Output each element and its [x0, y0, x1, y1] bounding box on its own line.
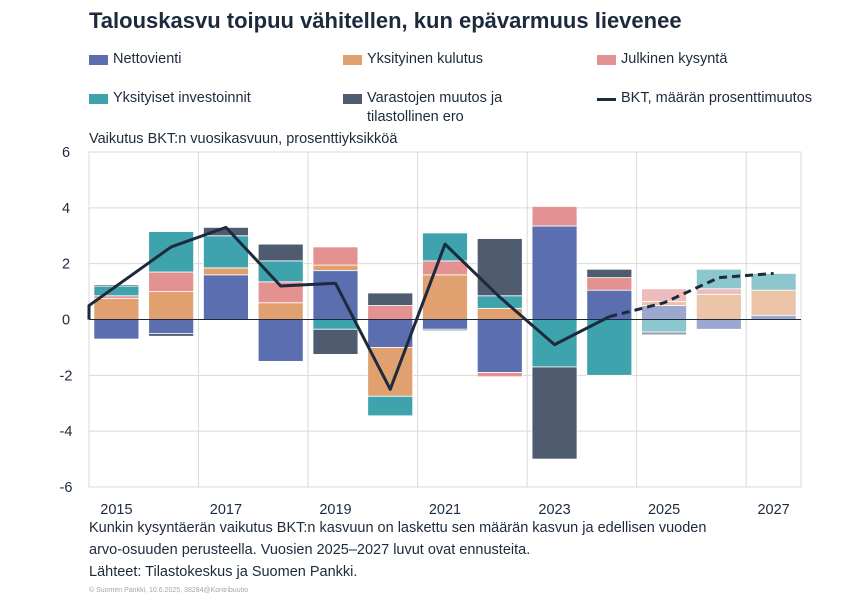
y-tick-label: -6 — [60, 480, 73, 496]
bar-yksityinen-kulutus-2017 — [203, 267, 249, 276]
bar-varastojen-muutos-ja-tilastollinen-ero-2025 — [641, 331, 687, 336]
y-tick-label: -2 — [60, 368, 73, 384]
legend-swatch-varastojen-muutos — [343, 94, 362, 104]
bar-yksityinen-kulutus-2027 — [750, 289, 797, 316]
bar-nettovienti-2018 — [257, 319, 304, 362]
x-tick-label: 2023 — [538, 502, 570, 518]
x-tick-label: 2027 — [757, 502, 789, 518]
bar-yksityiset-investoinnit-2018 — [257, 260, 304, 283]
legend-swatch-julkinen-kysynta — [597, 55, 616, 65]
bar-varastojen-muutos-ja-tilastollinen-ero-2016 — [148, 333, 195, 337]
bar-julkinen-kysynt-2025 — [641, 288, 687, 302]
legend-label-bkt: BKT, määrän prosenttimuutos — [621, 90, 813, 106]
bar-yksityiset-investoinnit-2026 — [695, 268, 742, 290]
bar-julkinen-kysynt-2026 — [695, 288, 742, 295]
footer-sources: Lähteet: Tilastokeskus ja Suomen Pankki. — [89, 564, 358, 580]
legend-label-julkinen-kysynta: Julkinen kysyntä — [621, 51, 728, 67]
legend-swatch-yksityiset-investoinnit — [89, 94, 108, 104]
bar-yksityinen-kulutus-2026 — [695, 293, 742, 320]
bar-yksityiset-investoinnit-2027 — [750, 273, 797, 291]
bar-varastojen-muutos-ja-tilastollinen-ero-2023 — [531, 366, 578, 460]
x-tick-label: 2025 — [648, 502, 680, 518]
x-tick-label: 2019 — [319, 502, 351, 518]
footer-note-line2: arvo-osuuden perusteella. Vuosien 2025–2… — [89, 542, 531, 558]
bar-yksityiset-investoinnit-2016 — [148, 231, 195, 273]
y-tick-label: 6 — [62, 145, 70, 161]
bar-nettovienti-2016 — [148, 319, 195, 334]
bar-nettovienti-2024 — [586, 289, 633, 320]
x-tick-label: 2017 — [210, 502, 242, 518]
bar-yksityiset-investoinnit-2019 — [312, 319, 359, 330]
bar-julkinen-kysynt-2024 — [586, 277, 633, 291]
legend-label-yksityinen-kulutus: Yksityinen kulutus — [367, 51, 484, 67]
legend-label-varastojen-muutos: Varastojen muutos ja tilastollinen ero — [367, 90, 503, 125]
copyright: © Suomen Pankki, 10.6.2025, 38284@Kontri… — [89, 587, 248, 594]
bar-nettovienti-2023 — [531, 225, 578, 320]
legend-swatch-nettovienti — [89, 55, 108, 65]
bar-julkinen-kysynt-2021 — [422, 260, 468, 276]
bar-nettovienti-2017 — [203, 274, 249, 320]
y-tick-label: 4 — [62, 201, 70, 217]
bkt-line-forecast — [608, 271, 774, 319]
bar-julkinen-kysynt-2023 — [531, 206, 578, 227]
bar-yksityiset-investoinnit-2025 — [641, 319, 687, 333]
bar-yksityinen-kulutus-2015 — [93, 298, 140, 320]
bar-yksityiset-investoinnit-2017 — [203, 235, 249, 269]
x-tick-label: 2021 — [429, 502, 461, 518]
bar-varastojen-muutos-ja-tilastollinen-ero-2019 — [312, 328, 359, 355]
y-tick-label: -4 — [60, 424, 73, 440]
bar-nettovienti-2026 — [695, 319, 742, 330]
bar-varastojen-muutos-ja-tilastollinen-ero-2024 — [586, 268, 633, 279]
bar-varastojen-muutos-ja-tilastollinen-ero-2021 — [422, 328, 468, 332]
bar-nettovienti-2020 — [367, 319, 414, 348]
bar-yksityiset-investoinnit-2024 — [586, 319, 633, 376]
y-tick-label: 0 — [62, 313, 70, 329]
bar-yksityiset-investoinnit-2020 — [367, 395, 414, 417]
chart-title: Talouskasvu toipuu vähitellen, kun epäva… — [89, 8, 682, 33]
bar-nettovienti-2022 — [476, 319, 523, 373]
bkt-line-actual — [87, 225, 610, 391]
bar-nettovienti-2015 — [93, 319, 140, 340]
bar-yksityinen-kulutus-2018 — [257, 302, 304, 320]
bar-yksityinen-kulutus-2016 — [148, 291, 195, 320]
bar-varastojen-muutos-ja-tilastollinen-ero-2020 — [367, 292, 414, 306]
legend-label-yksityiset-investoinnit: Yksityiset investoinnit — [113, 90, 251, 106]
chart-subtitle: Vaikutus BKT:n vuosikasvuun, prosenttiyk… — [89, 131, 398, 147]
legend-label-nettovienti: Nettovienti — [113, 51, 182, 67]
bar-nettovienti-2021 — [422, 319, 468, 330]
bar-julkinen-kysynt-2020 — [367, 305, 414, 320]
bar-yksityinen-kulutus-2021 — [422, 274, 468, 320]
bar-varastojen-muutos-ja-tilastollinen-ero-2022 — [476, 238, 523, 297]
y-tick-label: 2 — [62, 257, 70, 273]
legend-swatch-yksityinen-kulutus — [343, 55, 362, 65]
bar-julkinen-kysynt-2019 — [312, 246, 359, 266]
bar-nettovienti-2027 — [750, 314, 797, 320]
bar-yksityinen-kulutus-2019 — [312, 264, 359, 272]
legend-swatch-bkt-line — [597, 98, 616, 101]
bar-julkinen-kysynt-2022 — [476, 372, 523, 378]
bar-julkinen-kysynt-2016 — [148, 271, 195, 292]
x-tick-label: 2015 — [100, 502, 132, 518]
bar-varastojen-muutos-ja-tilastollinen-ero-2018 — [257, 243, 304, 262]
footer-note-line1: Kunkin kysyntäerän vaikutus BKT:n kasvuu… — [89, 520, 707, 536]
